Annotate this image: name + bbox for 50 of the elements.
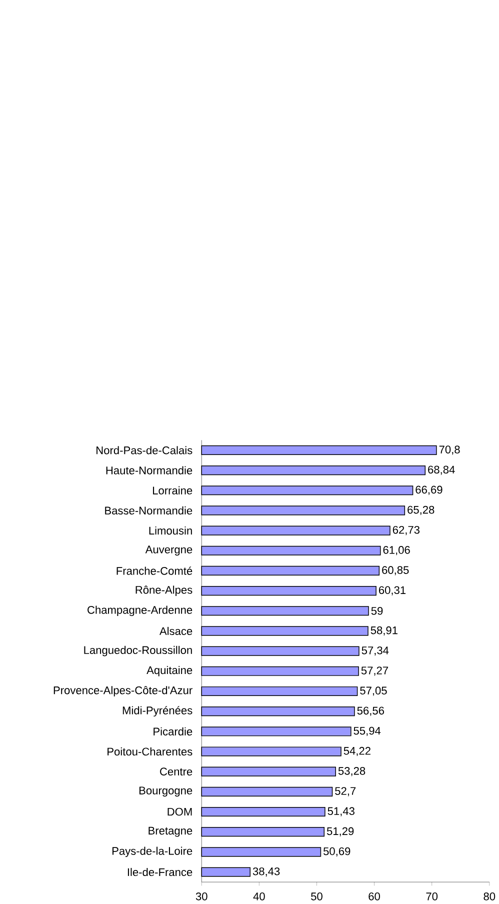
data-label: 59 — [371, 606, 382, 615]
data-label: 55,94 — [354, 726, 380, 736]
y-tick-label: Poitou-Charentes — [107, 747, 192, 756]
y-tick-label: Bourgogne — [139, 786, 192, 797]
y-tick-label: Ile-de-France — [128, 868, 192, 876]
y-tick-label: Basse-Normandie — [104, 506, 192, 515]
data-label: 51,43 — [328, 807, 354, 816]
data-label: 56,56 — [357, 706, 384, 716]
data-label: 57,05 — [360, 686, 387, 696]
y-tick-label: Alsace — [159, 626, 192, 636]
x-tick-label: 70 — [426, 892, 438, 900]
y-tick-label: Provence-Alpes-Côte-d'Azur — [54, 686, 192, 696]
y-tick-label: Champagne-Ardenne — [87, 606, 192, 616]
data-label: 57,34 — [362, 646, 388, 656]
data-label: 68,84 — [428, 466, 455, 475]
data-label: 54,22 — [344, 746, 370, 756]
y-tick-label: Centre — [160, 768, 192, 776]
x-tick-label: 50 — [310, 892, 322, 900]
data-label: 57,27 — [361, 666, 388, 676]
data-label: 58,91 — [370, 626, 398, 636]
data-label: 53,28 — [338, 767, 365, 776]
data-label: 50,69 — [323, 847, 350, 856]
y-tick-label: Aquitaine — [146, 666, 192, 676]
y-tick-label: Rône-Alpes — [136, 586, 192, 596]
data-label: 38,43 — [252, 867, 280, 877]
y-tick-label: Haute-Normandie — [106, 466, 192, 474]
data-label: 60,31 — [378, 586, 406, 596]
data-label: 66,69 — [416, 486, 442, 495]
y-tick-label: Lorraine — [152, 486, 192, 494]
y-tick-label: Limousin — [149, 526, 192, 535]
data-label: 62,73 — [392, 526, 420, 536]
y-tick-label: Franche-Comté — [116, 566, 192, 575]
y-tick-label: Auvergne — [145, 546, 192, 556]
x-tick-label: 40 — [253, 892, 265, 900]
x-tick-label: 30 — [196, 892, 208, 900]
data-label: 70,8 — [439, 446, 460, 455]
y-tick-label: DOM — [168, 808, 192, 816]
x-tick-label: 80 — [484, 892, 495, 900]
data-label: 51,29 — [326, 827, 354, 836]
y-tick-label: Nord-Pas-de-Calais — [96, 446, 192, 454]
y-tick-label: Picardie — [153, 727, 192, 736]
data-label: 61,06 — [383, 546, 410, 556]
y-tick-label: Pays-de-la-Loire — [112, 846, 192, 858]
y-tick-label: Bretagne — [148, 826, 192, 837]
x-tick-label: 60 — [368, 892, 380, 900]
data-label: 65,28 — [407, 506, 434, 516]
data-label: 60,85 — [382, 566, 409, 576]
y-tick-label: Midi-Pyrénées — [122, 706, 192, 717]
data-label: 52,7 — [334, 787, 356, 796]
y-tick-label: Languedoc-Roussillon — [84, 646, 192, 656]
